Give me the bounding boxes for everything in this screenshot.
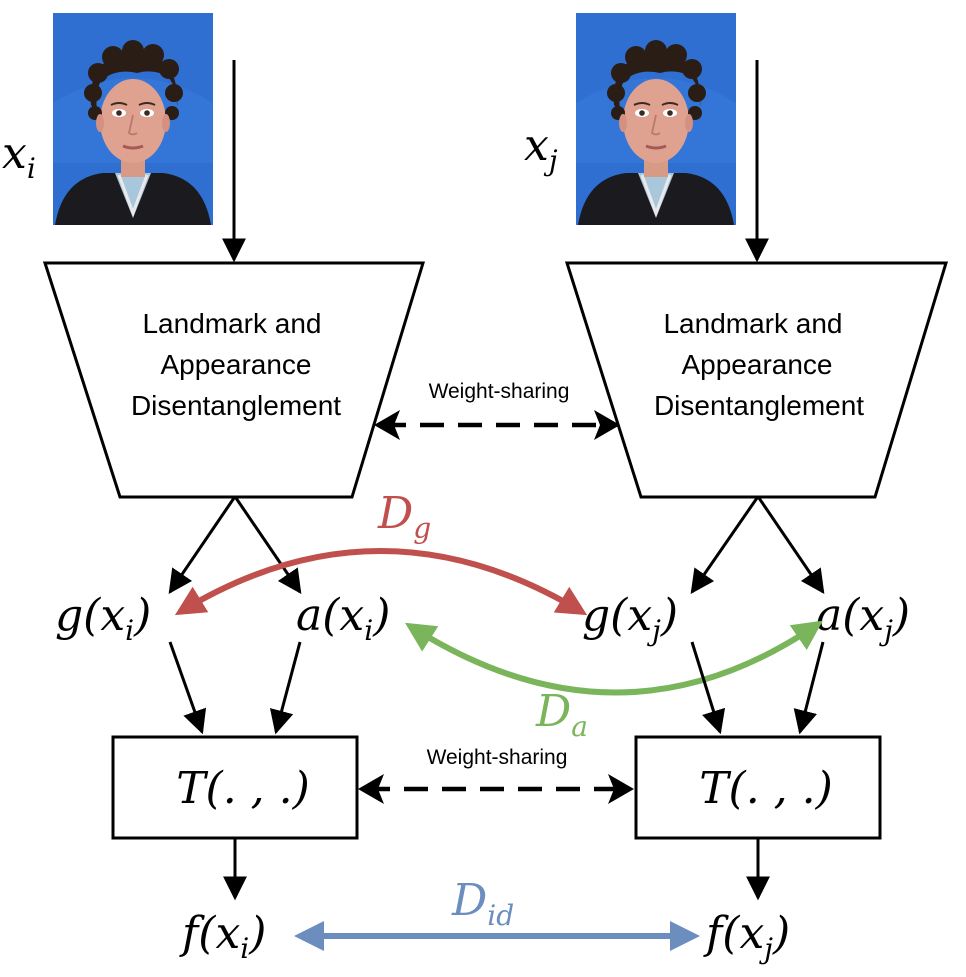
module-label-line1: Landmark and: [663, 308, 842, 339]
transform-label-left: T(. , .): [176, 763, 310, 814]
weight-sharing-arrowhead-right-bottom: [608, 774, 634, 804]
weight-sharing-arrowhead-left-top: [374, 410, 400, 440]
output-f-left: f(xi): [179, 908, 266, 965]
feature-a-right: a(xj): [816, 590, 910, 647]
transform-label-right: T(. , .): [699, 763, 833, 814]
distance-appearance-label: Da: [535, 686, 588, 743]
input-label-left: xi: [2, 128, 36, 185]
module-label-line1: Landmark and: [142, 308, 321, 339]
weight-sharing-label-bottom: Weight-sharing: [427, 746, 568, 769]
feature-g-right: g(xj): [582, 590, 678, 647]
weight-sharing-arrowhead-left-bottom: [358, 774, 384, 804]
module-label-line3: Disentanglement: [654, 390, 864, 421]
weight-sharing-label-top: Weight-sharing: [429, 380, 570, 403]
module-label-line2: Appearance: [160, 349, 311, 380]
arrow-module-to-a-right: [757, 497, 825, 594]
arrow-a-to-T-right: [793, 641, 825, 735]
arrow-module-to-a-left: [234, 497, 302, 594]
arrow-g-to-T-right: [690, 641, 726, 735]
transform-box-right: T(. , .): [634, 735, 882, 840]
arrow-a-to-T-left: [269, 641, 302, 735]
distance-appearance-arrow: [404, 620, 823, 696]
module-label-line3: Disentanglement: [131, 390, 341, 421]
disentanglement-module-right: Landmark and Appearance Disentanglement: [564, 261, 949, 499]
distance-geometry-label: Dg: [377, 488, 431, 545]
distance-identity-label: Did: [451, 875, 514, 932]
disentanglement-module-left: Landmark and Appearance Disentanglement: [42, 261, 426, 499]
arrow-module-to-g-left: [168, 497, 236, 594]
input-face-image-right: [576, 13, 736, 225]
input-label-right: xj: [524, 120, 558, 177]
arrow-module-to-g-right: [690, 497, 759, 594]
arrow-g-to-T-left: [168, 641, 207, 735]
feature-a-left: a(xi): [296, 590, 390, 647]
distance-geometry-arrow: [174, 548, 588, 616]
weight-sharing-arrowhead-right-top: [594, 410, 620, 440]
output-f-right: f(xj): [703, 908, 790, 965]
input-face-image-left: [53, 13, 213, 225]
transform-box-left: T(. , .): [111, 735, 359, 840]
feature-g-left: g(xi): [55, 590, 151, 647]
module-label-line2: Appearance: [681, 349, 832, 380]
